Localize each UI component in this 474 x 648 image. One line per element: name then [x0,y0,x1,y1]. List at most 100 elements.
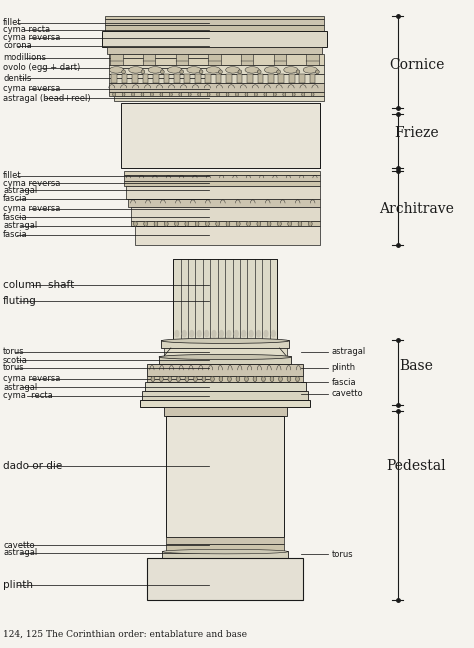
Ellipse shape [122,70,126,74]
Bar [162,551,288,558]
Text: plinth: plinth [331,364,356,373]
Ellipse shape [226,67,240,73]
Ellipse shape [161,338,289,343]
Bar [109,65,324,75]
Bar [310,75,316,84]
Circle shape [245,376,248,382]
Ellipse shape [219,70,222,74]
Circle shape [245,93,248,97]
Bar [132,75,138,84]
Circle shape [226,93,229,97]
Circle shape [296,376,300,382]
Text: cyma reversa: cyma reversa [3,179,60,187]
Bar [111,75,117,84]
Text: astragal: astragal [3,548,37,557]
Circle shape [185,221,189,226]
Circle shape [255,93,257,97]
Circle shape [273,93,276,97]
Ellipse shape [182,330,187,338]
Bar [147,364,303,376]
Text: modillions: modillions [3,53,46,62]
Circle shape [159,376,163,382]
Circle shape [236,376,240,382]
Bar [268,75,273,84]
Bar [241,54,254,65]
Circle shape [134,221,137,226]
Text: cyma reversa: cyma reversa [3,84,60,93]
Text: fascia: fascia [3,213,27,222]
Circle shape [237,221,240,226]
Circle shape [193,376,197,382]
Circle shape [311,93,314,97]
Bar [105,16,324,19]
Text: dentils: dentils [3,74,31,83]
Circle shape [168,376,172,382]
Circle shape [246,221,250,226]
Circle shape [292,93,295,97]
Bar [166,544,284,551]
Bar [140,400,310,407]
Circle shape [277,221,281,226]
Text: fillet: fillet [3,18,22,27]
Bar [107,47,322,54]
Text: cyma reversa: cyma reversa [3,33,60,42]
Text: column  shaft: column shaft [3,279,74,290]
Ellipse shape [257,70,261,74]
Circle shape [160,93,163,97]
Ellipse shape [219,330,224,338]
Circle shape [202,376,206,382]
Circle shape [169,93,172,97]
Ellipse shape [148,67,162,73]
Text: corona: corona [3,41,32,51]
Circle shape [253,376,257,382]
Bar [143,391,308,400]
Circle shape [151,376,155,382]
Ellipse shape [303,67,318,73]
Text: astragal: astragal [3,383,37,392]
Bar [159,356,292,364]
Bar [289,75,294,84]
Bar [110,54,123,65]
Text: fascia: fascia [331,378,356,387]
Bar [184,75,190,84]
Text: fillet: fillet [3,172,22,180]
Bar [216,75,221,84]
Text: fluting: fluting [3,296,37,307]
Circle shape [302,93,305,97]
Bar [109,92,324,97]
Ellipse shape [256,330,261,338]
Bar [161,340,289,348]
Circle shape [144,221,147,226]
Text: fascia: fascia [3,194,27,203]
Circle shape [226,221,230,226]
Text: Architrave: Architrave [379,202,454,216]
Circle shape [141,93,144,97]
Ellipse shape [180,70,183,74]
Ellipse shape [174,330,180,338]
Bar [126,185,319,199]
Bar [195,75,201,84]
Bar [166,537,284,544]
Text: cavetto: cavetto [331,389,363,399]
Ellipse shape [199,70,203,74]
Text: Cornice: Cornice [389,58,444,73]
Circle shape [154,221,158,226]
Bar [147,558,303,600]
Text: Base: Base [400,359,434,373]
Bar [164,348,287,356]
Bar [205,75,211,84]
Circle shape [176,376,180,382]
Text: astragal: astragal [331,347,366,356]
Circle shape [270,376,274,382]
Text: cyma reversa: cyma reversa [3,375,60,384]
Ellipse shape [160,70,164,74]
Ellipse shape [316,70,319,74]
Circle shape [257,221,261,226]
Bar [274,54,286,65]
Circle shape [279,376,283,382]
Ellipse shape [296,70,300,74]
Ellipse shape [159,354,292,360]
Bar [300,75,305,84]
Bar [226,75,232,84]
Circle shape [264,93,267,97]
